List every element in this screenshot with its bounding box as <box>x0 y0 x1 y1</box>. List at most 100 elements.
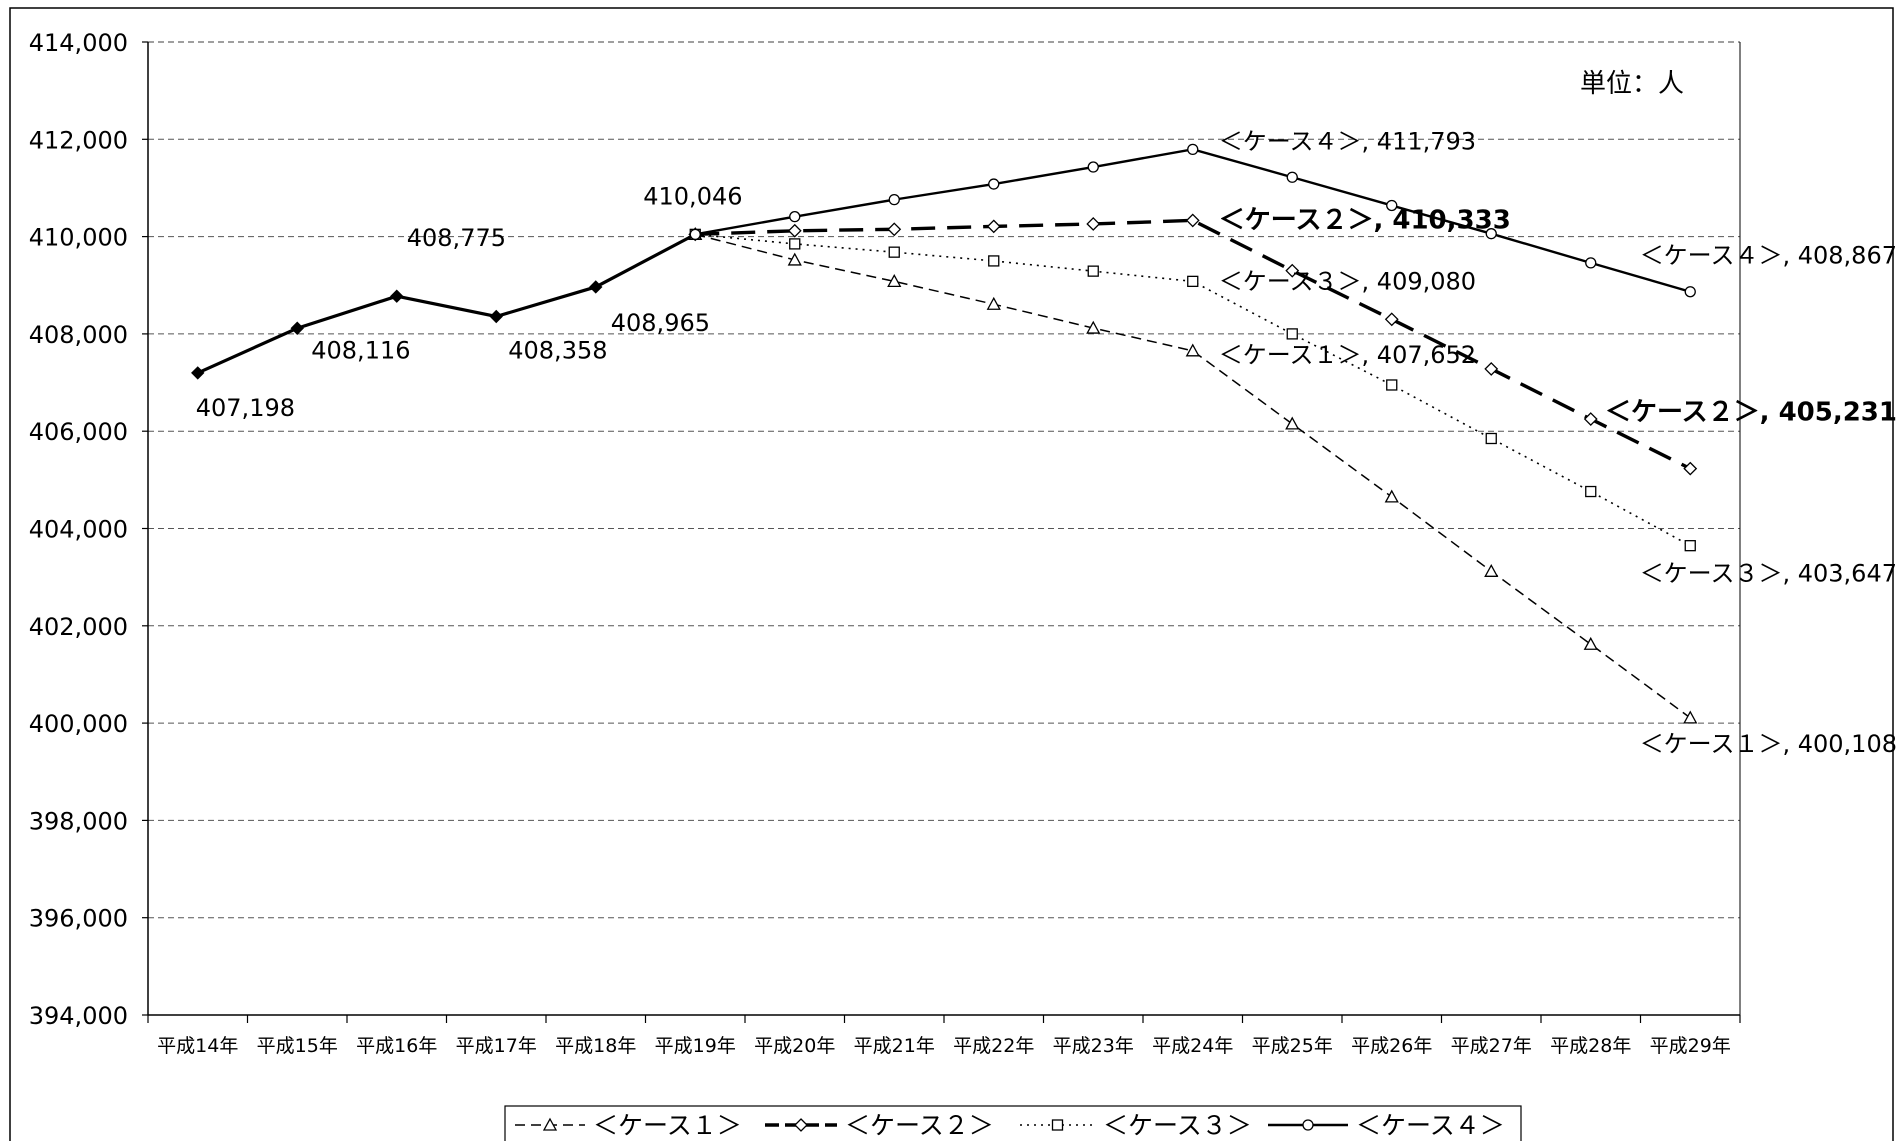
series-point-case2 <box>1683 461 1698 476</box>
series-point-case3 <box>1684 540 1696 552</box>
actual-point <box>191 366 205 380</box>
series-point-case3 <box>1087 265 1099 277</box>
actual-series-line <box>197 232 696 375</box>
series-point-case2 <box>787 223 802 238</box>
series-point-case1 <box>1583 636 1598 650</box>
chart-border <box>9 7 1894 1145</box>
series-point-case3 <box>888 246 900 258</box>
series-annotation: ＜ケース３＞, 409,080 <box>1219 267 1476 295</box>
series-point-case1 <box>1185 343 1200 357</box>
y-tick-label: 398,000 <box>29 807 128 835</box>
series-point-case1 <box>787 252 802 266</box>
legend-label-case4: ＜ケース４＞ <box>1356 1111 1505 1140</box>
series-point-case4 <box>789 211 801 223</box>
series-annotation: ＜ケース１＞, 400,108 <box>1640 730 1897 758</box>
actual-point <box>589 280 603 294</box>
legend-label-case3: ＜ケース３＞ <box>1103 1111 1252 1140</box>
legend-marker-case3 <box>1051 1119 1064 1131</box>
series-annotation: ＜ケース３＞, 403,647 <box>1640 560 1897 588</box>
actual-point <box>489 309 503 324</box>
series-point-case2 <box>1086 217 1101 231</box>
x-tick-label: 平成18年 <box>555 1035 636 1057</box>
series-annotation: ＜ケース４＞, 408,867 <box>1640 242 1897 270</box>
y-tick-labels: 414,000 412,000 410,000 408,000 406,000 404,0… <box>29 29 128 1030</box>
series-point-case2 <box>1185 213 1200 228</box>
series-point-case1 <box>1086 320 1101 334</box>
y-tick-label: 406,000 <box>29 418 128 446</box>
legend-box <box>504 1105 1522 1145</box>
series-point-case2 <box>887 222 902 237</box>
x-tick-label: 平成15年 <box>257 1035 338 1057</box>
actual-data-label: 407,198 <box>196 394 295 422</box>
x-tick-label: 平成27年 <box>1451 1035 1532 1057</box>
x-tick-label: 平成23年 <box>1053 1035 1134 1057</box>
x-tick-label: 平成17年 <box>456 1035 537 1057</box>
series-point-case2 <box>1285 263 1300 278</box>
series-point-case4 <box>1087 161 1099 173</box>
series-line-case2 <box>695 218 1692 471</box>
series-point-case4 <box>888 193 900 206</box>
series-point-case4 <box>988 178 1000 190</box>
series-annotation: ＜ケース２＞, 410,333 <box>1219 205 1511 235</box>
series-point-case2 <box>1384 312 1399 327</box>
x-tick-label: 平成26年 <box>1351 1035 1432 1057</box>
legend-label-case1: ＜ケース１＞ <box>593 1111 742 1140</box>
legend: ＜ケース１＞ ＜ケース２＞ ＜ケース３＞ ＜ケース４＞ <box>504 1105 1522 1145</box>
y-tick-label: 396,000 <box>29 905 128 933</box>
actual-point <box>290 321 304 335</box>
series-point-case3 <box>1386 379 1398 391</box>
series-point-case1 <box>986 296 1001 310</box>
series-point-case4 <box>1286 171 1298 183</box>
series-point-case3 <box>1187 275 1199 288</box>
x-tick-label: 平成25年 <box>1252 1035 1333 1057</box>
legend-marker-case2 <box>794 1118 808 1132</box>
y-tick-label: 414,000 <box>29 29 128 57</box>
series-annotation: ＜ケース４＞, 411,793 <box>1219 127 1476 155</box>
series-point-case4 <box>1684 286 1696 298</box>
series-annotation: ＜ケース２＞, 405,231 <box>1605 398 1897 428</box>
series-point-case2 <box>986 219 1001 234</box>
actual-data-label: 408,965 <box>611 309 710 337</box>
series-point-case3 <box>1485 432 1497 445</box>
x-tick-label: 平成29年 <box>1650 1035 1731 1057</box>
x-tick-label: 平成16年 <box>356 1035 437 1057</box>
actual-data-label: 408,116 <box>311 336 410 364</box>
series-point-case4 <box>1187 143 1199 156</box>
series-annotation: ＜ケース１＞, 407,652 <box>1219 341 1476 369</box>
series-point-case3 <box>1286 328 1298 340</box>
series-point-case1 <box>1285 416 1300 430</box>
series-point-case2 <box>1484 362 1499 376</box>
y-tick-label: 404,000 <box>29 516 128 544</box>
legend-marker-case4 <box>1302 1119 1314 1131</box>
x-tick-label: 平成19年 <box>655 1035 736 1057</box>
y-tick-label: 408,000 <box>29 321 128 349</box>
x-tick-label: 平成28年 <box>1550 1035 1631 1057</box>
x-tick-label: 平成20年 <box>754 1035 835 1057</box>
y-tick-label: 410,000 <box>29 224 128 252</box>
actual-point <box>689 228 701 241</box>
actual-point <box>390 289 404 303</box>
actual-data-label: 408,358 <box>508 336 607 364</box>
y-tick-label: 412,000 <box>29 126 128 154</box>
y-tick-label: 402,000 <box>29 613 128 641</box>
series-markers <box>191 143 1698 724</box>
y-tick-label: 394,000 <box>29 1002 128 1030</box>
series-point-case3 <box>789 238 801 250</box>
x-tick-label: 平成24年 <box>1152 1035 1233 1057</box>
x-tick-label: 平成22年 <box>953 1035 1034 1057</box>
unit-label: 単位：人 <box>1580 69 1684 99</box>
series-point-case4 <box>1485 228 1497 240</box>
actual-data-label: 408,775 <box>407 224 506 252</box>
legend-label-case2: ＜ケース２＞ <box>845 1111 994 1140</box>
y-tick-label: 400,000 <box>29 710 128 738</box>
series-point-case3 <box>988 255 1000 267</box>
series-point-case4 <box>1585 257 1597 269</box>
series-point-case1 <box>887 274 902 288</box>
x-tick-label: 平成14年 <box>157 1035 238 1057</box>
gridlines <box>142 41 1740 1016</box>
x-tick-labels: 平成14年 平成15年 平成16年 平成17年 平成18年 平成19年 平成20年 平成21年… <box>147 1015 1741 1057</box>
series-point-case1 <box>1384 489 1399 503</box>
